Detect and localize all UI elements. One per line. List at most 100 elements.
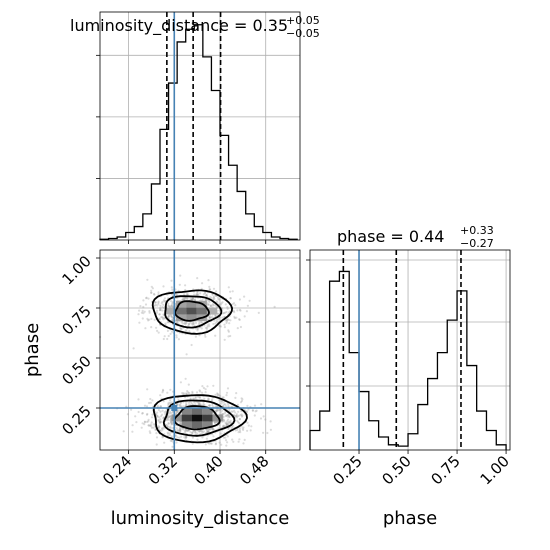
joint-sample-point	[205, 327, 209, 330]
joint-sample-point	[157, 331, 160, 334]
joint-sample-point	[161, 429, 164, 432]
joint-sample-point	[169, 410, 172, 413]
joint-sample-point	[208, 288, 212, 291]
joint-sample-point	[239, 431, 242, 434]
joint-sample-point	[224, 414, 227, 418]
joint-sample-point	[218, 441, 221, 444]
joint-sample-point	[126, 413, 129, 416]
joint-sample-point	[159, 410, 162, 413]
joint-sample-point	[236, 415, 239, 418]
joint-sample-point	[228, 415, 231, 418]
joint-sample-point	[269, 428, 272, 431]
joint-sample-point	[148, 430, 151, 433]
joint-sample-point	[182, 405, 185, 408]
joint-sample-point	[191, 390, 194, 393]
joint-sample-point	[197, 403, 200, 406]
joint-sample-point	[198, 403, 201, 406]
joint-sample-point	[152, 426, 155, 429]
joint-sample-point	[204, 326, 207, 329]
joint-sample-point	[145, 297, 148, 300]
joint-sample-point	[156, 404, 159, 407]
joint-sample-point	[159, 405, 162, 408]
joint-sample-point	[225, 424, 228, 427]
joint-sample-point	[187, 401, 191, 404]
joint-sample-point	[228, 408, 231, 411]
joint-sample-point	[178, 436, 181, 439]
joint-sample-point	[163, 297, 166, 300]
joint-sample-point	[137, 398, 140, 401]
joint-sample-point	[196, 327, 199, 330]
joint-sample-point	[227, 329, 230, 332]
joint-sample-point	[152, 292, 156, 296]
joint-sample-point	[216, 301, 219, 304]
joint-sample-point	[145, 296, 148, 299]
joint-sample-point	[184, 323, 187, 326]
joint-sample-point	[154, 301, 157, 304]
joint-sample-point	[168, 315, 171, 318]
joint-sample-point	[206, 303, 209, 306]
joint-sample-point	[191, 431, 194, 435]
joint-sample-point	[175, 410, 178, 413]
joint-sample-point	[192, 429, 195, 433]
joint-sample-point	[170, 426, 173, 429]
joint-sample-point	[157, 425, 160, 428]
joint-sample-point	[202, 386, 205, 390]
joint-sample-point	[215, 409, 218, 412]
joint-sample-point	[166, 321, 169, 324]
joint-sample-point	[257, 311, 260, 314]
joint-sample-point	[160, 420, 163, 423]
joint-sample-point	[175, 293, 179, 297]
joint-sample-point	[220, 302, 223, 305]
joint-sample-point	[161, 306, 164, 309]
joint-sample-point	[238, 418, 241, 421]
joint-sample-point	[185, 404, 188, 407]
joint-sample-point	[218, 408, 222, 411]
joint-sample-point	[226, 420, 229, 423]
joint-sample-point	[166, 425, 169, 428]
joint-sample-point	[237, 440, 240, 443]
joint-density-cell	[186, 300, 197, 308]
joint-sample-point	[132, 347, 135, 350]
joint-sample-point	[176, 410, 179, 413]
joint-sample-point	[167, 422, 170, 425]
joint-sample-point	[215, 320, 218, 324]
joint-sample-point	[147, 297, 150, 300]
joint-sample-point	[209, 427, 212, 431]
joint-sample-point	[171, 421, 174, 424]
joint-sample-point	[235, 392, 238, 395]
joint-sample-point	[242, 426, 245, 429]
joint-sample-point	[180, 435, 183, 438]
joint-sample-point	[204, 335, 207, 338]
joint-sample-point	[215, 410, 218, 413]
joint-sample-point	[149, 401, 152, 404]
joint-sample-point	[194, 321, 198, 324]
joint-sample-point	[241, 427, 244, 430]
joint-sample-point	[175, 412, 178, 416]
joint-sample-point	[162, 427, 165, 430]
joint-sample-point	[203, 397, 206, 400]
joint-sample-point	[246, 421, 249, 424]
joint-sample-point	[205, 428, 208, 431]
joint-sample-point	[231, 303, 234, 306]
joint-sample-point	[150, 425, 153, 428]
joint-sample-point	[198, 334, 201, 337]
joint-sample-point	[231, 424, 235, 427]
joint-sample-point	[219, 408, 222, 411]
joint-sample-point	[190, 322, 194, 325]
joint-sample-point	[170, 286, 173, 289]
joint-sample-point	[168, 433, 171, 437]
joint-sample-point	[167, 315, 170, 318]
joint-sample-point	[246, 404, 249, 407]
joint-sample-point	[222, 436, 225, 439]
joint-sample-point	[185, 321, 188, 324]
joint-sample-point	[207, 279, 210, 282]
joint-sample-point	[219, 303, 222, 306]
joint-sample-point	[212, 296, 215, 299]
joint-sample-point	[167, 305, 170, 308]
joint-sample-point	[156, 415, 159, 418]
joint-sample-point	[189, 397, 192, 400]
joint-sample-point	[221, 316, 224, 319]
joint-sample-point	[229, 421, 232, 424]
joint-density-cell	[176, 307, 187, 315]
joint-sample-point	[192, 297, 195, 300]
